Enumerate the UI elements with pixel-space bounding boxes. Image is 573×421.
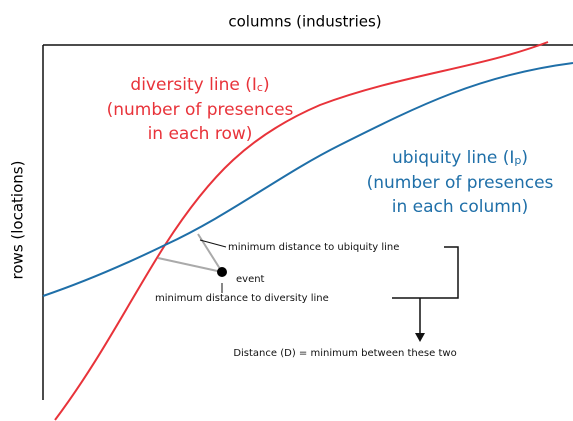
annotation: minimum distance to diversity line (155, 293, 329, 304)
annotation: minimum distance to ubiquity line (228, 242, 399, 253)
text: ubiquity line (I (392, 148, 514, 168)
ubiquity-line (42, 62, 573, 297)
diversity-description: in each row) (148, 124, 253, 144)
annotation: event (236, 274, 265, 285)
ubiquity-title: ubiquity line (Ip) (392, 148, 528, 168)
subscript: c (257, 81, 263, 94)
diversity-title: diversity line (Ic) (130, 75, 269, 95)
leader (199, 239, 227, 248)
y-axis-label: rows (locations) (9, 161, 27, 280)
event-dot (217, 267, 227, 277)
x-axis-label: columns (industries) (228, 13, 381, 31)
distance-to-diversity (157, 257, 223, 273)
diversity-description: (number of presences (107, 100, 294, 120)
text: ) (263, 75, 270, 95)
subscript: p (514, 154, 521, 167)
ubiquity-description: in each column) (392, 197, 529, 217)
text: diversity line (I (130, 75, 256, 95)
arrow-head (415, 333, 425, 342)
distance-to-ubiquity (197, 233, 223, 273)
ubiquity-description: (number of presences (367, 173, 554, 193)
bracket (392, 246, 459, 299)
diversity-line (54, 41, 549, 421)
annotation: Distance (D) = minimum between these two (233, 348, 456, 359)
text: ) (521, 148, 528, 168)
